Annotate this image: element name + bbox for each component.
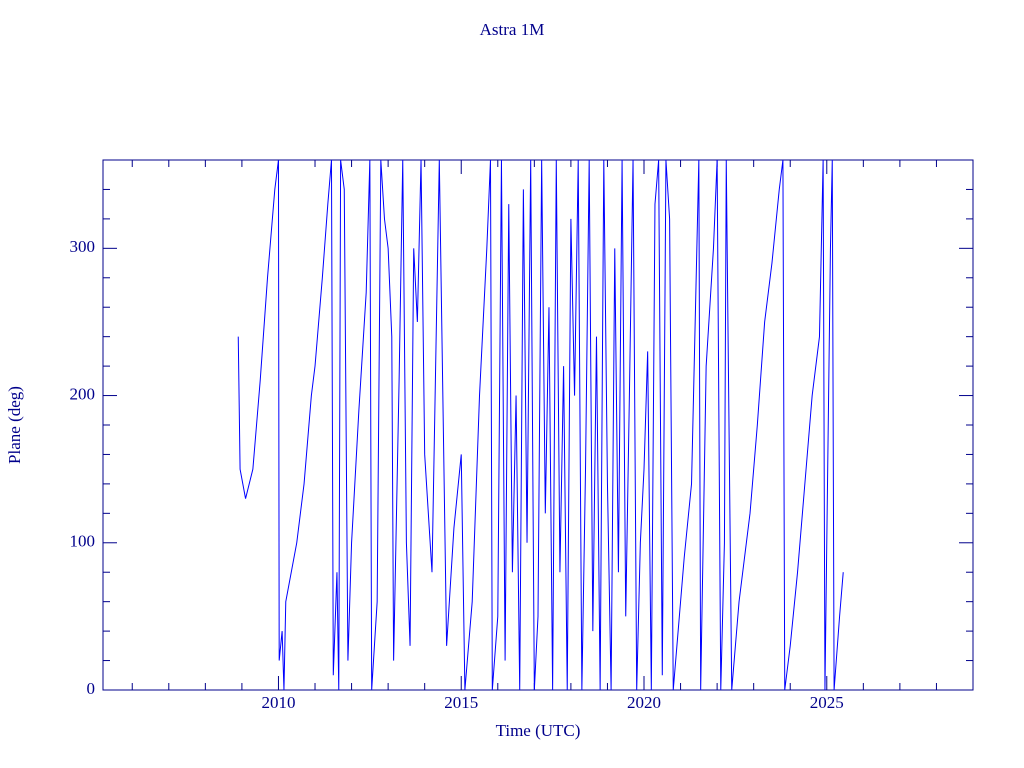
y-tick-label: 0: [87, 679, 96, 698]
x-tick-label: 2015: [444, 693, 478, 712]
data-line: [237, 159, 844, 691]
y-tick-label: 300: [70, 237, 96, 256]
x-axis-label: Time (UTC): [496, 721, 581, 740]
y-tick-label: 200: [70, 384, 96, 403]
y-tick-label: 100: [70, 532, 96, 551]
x-tick-label: 2020: [627, 693, 661, 712]
chart-title: Astra 1M: [480, 20, 545, 39]
x-tick-label: 2025: [810, 693, 844, 712]
x-tick-label: 2010: [261, 693, 295, 712]
y-axis-label: Plane (deg): [5, 386, 24, 464]
